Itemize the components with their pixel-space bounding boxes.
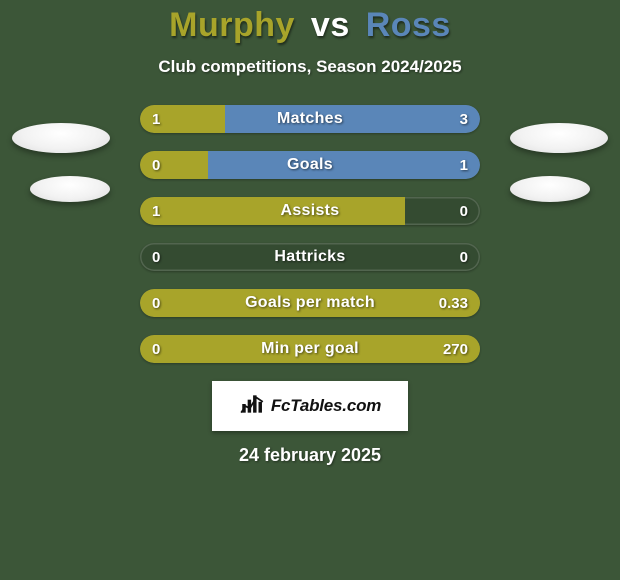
player1-name: Murphy xyxy=(169,6,295,44)
stat-row: 0Goals1 xyxy=(140,151,480,179)
source-badge: FcTables.com xyxy=(212,381,408,431)
player2-avatar-placeholder-top xyxy=(510,123,608,153)
stat-label: Matches xyxy=(140,105,480,133)
stat-row: 0Min per goal270 xyxy=(140,335,480,363)
subtitle: Club competitions, Season 2024/2025 xyxy=(0,57,620,77)
stat-row: 0Goals per match0.33 xyxy=(140,289,480,317)
stat-value-right: 0.33 xyxy=(439,289,468,317)
stat-row: 1Assists0 xyxy=(140,197,480,225)
stat-value-right: 0 xyxy=(460,243,468,271)
stat-label: Assists xyxy=(140,197,480,225)
vs-text: vs xyxy=(305,6,356,44)
comparison-title: Murphy vs Ross xyxy=(0,0,620,45)
stats-rows: 1Matches30Goals11Assists00Hattricks00Goa… xyxy=(140,105,480,363)
stat-value-right: 1 xyxy=(460,151,468,179)
stat-label: Min per goal xyxy=(140,335,480,363)
stat-value-right: 0 xyxy=(460,197,468,225)
chart-icon xyxy=(239,391,265,422)
stat-label: Hattricks xyxy=(140,243,480,271)
player2-avatar-placeholder-bottom xyxy=(510,176,590,202)
player2-name: Ross xyxy=(366,6,451,44)
stat-label: Goals xyxy=(140,151,480,179)
stat-row: 1Matches3 xyxy=(140,105,480,133)
stat-value-right: 270 xyxy=(443,335,468,363)
stat-label: Goals per match xyxy=(140,289,480,317)
player1-avatar-placeholder-top xyxy=(12,123,110,153)
stat-value-right: 3 xyxy=(460,105,468,133)
date-text: 24 february 2025 xyxy=(0,445,620,466)
stat-row: 0Hattricks0 xyxy=(140,243,480,271)
player1-avatar-placeholder-bottom xyxy=(30,176,110,202)
badge-text: FcTables.com xyxy=(271,396,381,416)
